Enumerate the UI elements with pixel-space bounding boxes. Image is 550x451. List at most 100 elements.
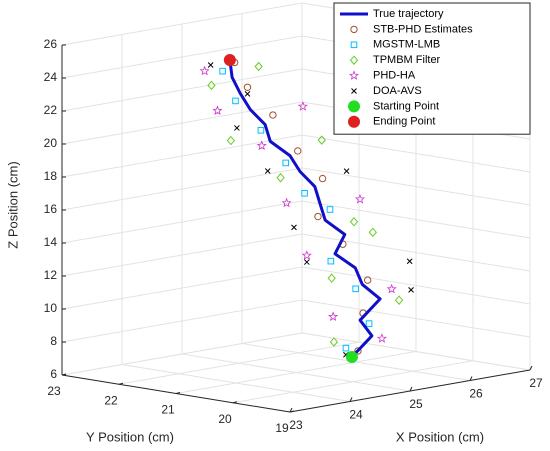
- y-tick-label: 19: [275, 421, 289, 435]
- marker: [408, 287, 414, 293]
- z-tick-label: 8: [50, 334, 57, 348]
- grid-line: [61, 299, 531, 343]
- marker: [297, 101, 308, 111]
- legend-label: True trajectory: [373, 8, 444, 20]
- grid-line: [61, 233, 531, 277]
- x-tick: [289, 407, 293, 413]
- grid-line: [61, 3, 303, 376]
- marker: [291, 224, 297, 231]
- marker: [317, 135, 326, 145]
- z-tick-label: 12: [44, 268, 58, 282]
- x-tick: [409, 386, 413, 392]
- y-tick-label: 23: [47, 384, 61, 398]
- marker: [352, 285, 359, 293]
- y-tick: [232, 401, 238, 404]
- marker: [327, 273, 336, 283]
- z-tick-label: 6: [50, 367, 57, 381]
- y-tick-label: 22: [104, 393, 118, 407]
- x-tick-label: 24: [349, 408, 363, 422]
- grid-line: [232, 30, 474, 404]
- z-tick-label: 20: [44, 136, 58, 150]
- y-tick-label: 21: [161, 403, 175, 417]
- marker: [301, 189, 308, 197]
- marker: [219, 67, 226, 75]
- z-tick-label: 18: [44, 169, 58, 183]
- marker: [363, 276, 372, 284]
- y-tick: [289, 410, 295, 413]
- legend-label: Ending Point: [373, 116, 435, 128]
- x-tick: [349, 397, 353, 402]
- marker: [281, 197, 292, 208]
- x-tick: [529, 365, 533, 371]
- grid-line: [118, 12, 360, 385]
- trajectory-line: [228, 59, 382, 359]
- marker: [207, 80, 216, 91]
- grid-line: [121, 34, 351, 402]
- marker: [303, 259, 310, 265]
- grid-line: [61, 45, 291, 413]
- legend: True trajectory STB-PHD Estimates MGSTM-LM…: [333, 2, 531, 135]
- x-tick-label: 27: [529, 376, 543, 390]
- marker: [244, 91, 251, 97]
- marker: [406, 258, 413, 265]
- x-tick: [469, 376, 473, 381]
- marker: [256, 140, 267, 150]
- legend-symbol: [348, 70, 360, 80]
- grid-line: [61, 200, 531, 244]
- y-tick: [118, 382, 124, 385]
- marker: [264, 168, 271, 174]
- marker: [207, 62, 214, 68]
- x-tick-label: 23: [289, 418, 303, 432]
- legend-label: MGSTM-LMB: [373, 39, 440, 51]
- marker: [376, 333, 387, 343]
- y-tick: [175, 392, 181, 394]
- z-tick-label: 24: [44, 70, 58, 84]
- marker: [365, 320, 373, 327]
- marker: [354, 193, 366, 204]
- plot-area: [199, 53, 414, 363]
- grid-line: [61, 134, 531, 178]
- grid-line: [61, 332, 531, 376]
- legend-label: DOA-AVS: [373, 85, 422, 97]
- z-tick-label: 10: [44, 301, 58, 315]
- marker: [234, 125, 240, 131]
- grid-line: [61, 266, 531, 310]
- marker: [354, 347, 362, 355]
- legend-label: STB-PHD Estimates: [373, 23, 473, 35]
- legend-symbol: [351, 88, 357, 94]
- z-tick-label: 22: [44, 103, 58, 117]
- legend-label: Starting Point: [373, 100, 439, 112]
- marker: [349, 217, 359, 227]
- legend-box: [333, 2, 531, 135]
- marker: [343, 168, 350, 174]
- marker: [232, 97, 239, 105]
- marker: [318, 174, 327, 183]
- marker: [329, 337, 339, 347]
- legend-symbol: [348, 100, 360, 113]
- grid-line: [61, 167, 531, 211]
- marker: [386, 283, 397, 294]
- z-tick-label: 26: [44, 37, 58, 51]
- marker: [282, 159, 290, 167]
- marker: [394, 295, 404, 305]
- marker: [212, 105, 223, 115]
- marker: [314, 212, 322, 221]
- marker: [223, 53, 236, 66]
- y-tick: [61, 373, 67, 376]
- legend-symbol: [350, 41, 358, 49]
- x-tick-label: 25: [409, 397, 423, 411]
- marker: [342, 344, 350, 352]
- marker: [243, 83, 252, 91]
- marker: [257, 127, 265, 134]
- legend-symbol: [349, 55, 359, 65]
- marker: [368, 227, 377, 238]
- z-tick-label: 16: [44, 202, 58, 216]
- grid: 6 8 10 12 14 16 18 20 22 24 26 23 24 25 26 27 19 20 21 22 23: [44, 2, 543, 435]
- marker: [326, 206, 334, 213]
- x-tick-label: 26: [469, 387, 483, 401]
- legend-symbol: [350, 25, 358, 34]
- marker: [199, 65, 210, 76]
- x-axis-label: X Position (cm): [396, 429, 484, 444]
- marker: [294, 147, 302, 155]
